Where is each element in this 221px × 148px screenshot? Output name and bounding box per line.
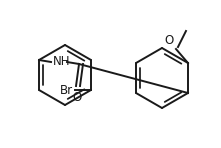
Text: O: O (165, 34, 174, 47)
Text: Br: Br (60, 83, 73, 96)
Text: NH: NH (53, 54, 70, 67)
Text: O: O (72, 91, 82, 104)
